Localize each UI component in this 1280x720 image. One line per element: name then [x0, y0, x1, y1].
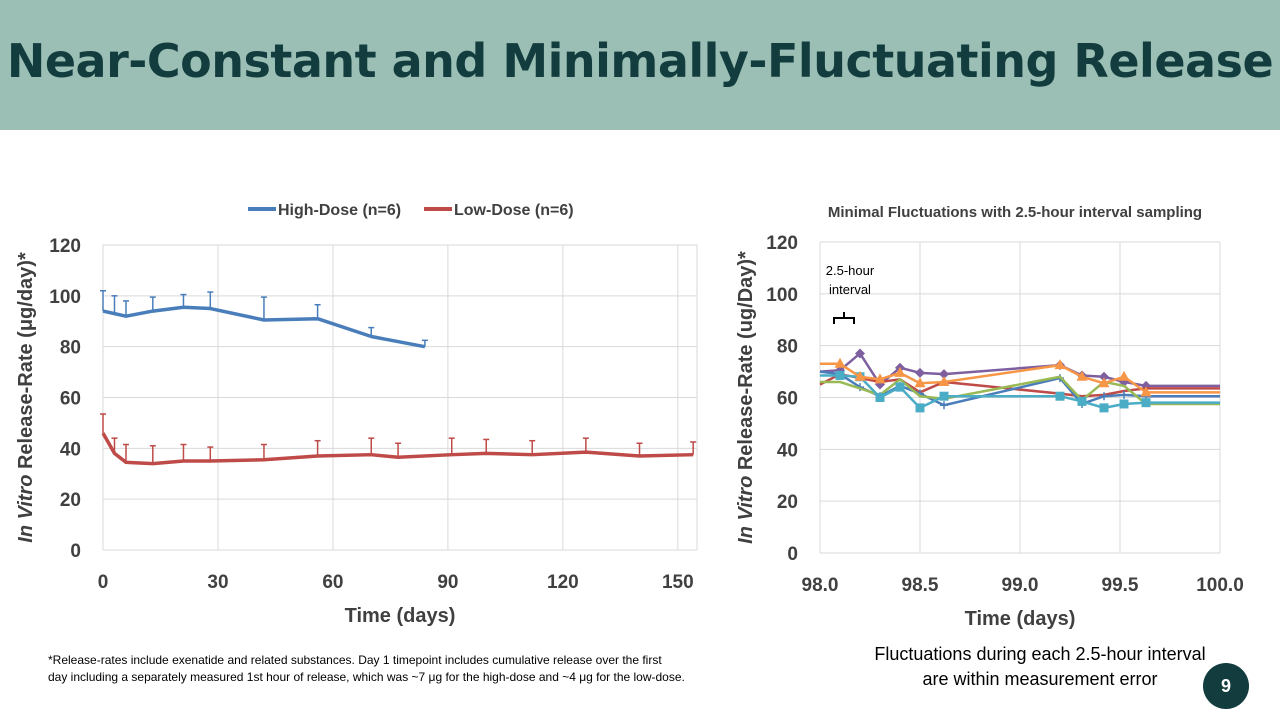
chart1-xtick-label: 30: [207, 572, 228, 593]
sample-5-marker: [1055, 391, 1065, 401]
sample-5-marker: [835, 370, 845, 380]
interval-bracket: [833, 312, 855, 324]
chart1-ytick-label: 60: [60, 389, 81, 410]
chart1-xtick-label: 150: [662, 572, 694, 593]
sample-6-marker: [874, 373, 886, 384]
slide-title: Near-Constant and Minimally-Fluctuating …: [6, 34, 1274, 88]
chart2-x-axis-label: Time (days): [965, 608, 1076, 630]
chart2-xtick-label: 99.5: [1102, 575, 1139, 596]
legend-label-low-dose: Low-Dose (n=6): [454, 202, 574, 219]
chart2-xtick-label: 98.0: [802, 575, 839, 596]
interval-annotation-line-1: 2.5-hour: [826, 263, 875, 278]
chart2-y-axis-label-rest: Release-Rate (ug/Day)*: [735, 251, 757, 476]
footnote-line-2: day including a separately measured 1st …: [48, 670, 685, 684]
high-dose-series-line: [102, 305, 426, 349]
sample-5-marker: [915, 403, 925, 413]
sample-5-marker: [1141, 398, 1151, 408]
chart1-xtick-label: 60: [322, 572, 343, 593]
page-number: 9: [1203, 663, 1249, 709]
sample-3-marker: [1120, 390, 1128, 399]
interval-annotation-line-2: interval: [829, 282, 871, 297]
chart2-ytick-label: 120: [766, 233, 798, 254]
chart1-ytick-label: 120: [49, 236, 81, 257]
sample-5-marker: [1099, 403, 1109, 413]
sample-5-marker: [875, 393, 885, 402]
sample-3-marker: [940, 401, 948, 410]
legend-label-high-dose: High-Dose (n=6): [278, 202, 401, 219]
sample-6-marker: [1140, 386, 1152, 397]
fluctuation-note-line-2: are within measurement error: [922, 669, 1158, 689]
sample-6-marker: [1054, 359, 1066, 370]
chart1-y-axis-label: In Vitro Release-Rate (μg/day)*: [15, 252, 37, 543]
chart2-ytick-label: 60: [777, 389, 798, 410]
chart1-x-axis-label: Time (days): [345, 605, 456, 627]
chart2-y-axis-label-italic: In Vitro: [735, 476, 757, 544]
sample-1-marker: [1099, 371, 1109, 382]
sample-6-marker: [1076, 370, 1088, 381]
chart1-xtick-label: 120: [547, 572, 579, 593]
chart1-xtick-label: 0: [98, 572, 109, 593]
sample-1-marker: [855, 348, 865, 359]
chart1-y-axis-label-italic: In Vitro: [15, 475, 37, 543]
chart1-ytick-label: 40: [60, 439, 81, 460]
footnote: *Release-rates include exenatide and rel…: [48, 652, 748, 686]
sample-6-marker: [1118, 370, 1130, 381]
chart2-xtick-label: 100.0: [1196, 575, 1244, 596]
chart2-y-axis-label: In Vitro Release-Rate (ug/Day)*: [735, 251, 757, 544]
sample-6-marker: [1098, 377, 1110, 388]
fluctuation-note: Fluctuations during each 2.5-hour interv…: [830, 642, 1250, 692]
chart1-ytick-label: 100: [49, 287, 81, 308]
chart1-xtick-label: 90: [437, 572, 458, 593]
sample-6-marker: [938, 375, 950, 386]
sample-5-marker: [939, 391, 949, 401]
chart2-ytick-label: 0: [787, 544, 798, 565]
low-dose-series-line: [101, 432, 694, 466]
chart2-ytick-label: 40: [777, 440, 798, 461]
sample-5-marker: [1077, 396, 1087, 406]
sample-1-marker: [915, 367, 925, 378]
fluctuation-note-line-1: Fluctuations during each 2.5-hour interv…: [874, 644, 1206, 664]
chart2-title: Minimal Fluctuations with 2.5-hour inter…: [828, 204, 1202, 221]
sample-5-marker: [1119, 399, 1129, 409]
sample-6-marker: [894, 366, 906, 377]
chart1-y-axis-label-rest: Release-Rate (μg/day)*: [15, 252, 37, 475]
footnote-line-1: *Release-rates include exenatide and rel…: [48, 653, 662, 667]
sample-5-marker: [895, 382, 905, 392]
fluctuation-chart: 0 20 40 60 80 100 120 98.0 98.5 99.0 99.5 100.0 Time…: [735, 204, 1244, 630]
title-banner: [0, 0, 1280, 130]
sample-6-marker: [914, 377, 926, 388]
chart2-ytick-label: 20: [777, 492, 798, 513]
chart2-xtick-label: 98.5: [902, 575, 939, 596]
chart2-ytick-label: 80: [777, 337, 798, 358]
sample-3-marker: [1100, 392, 1108, 401]
release-rate-chart: 0 20 40 60 80 100 120 0 30 60 90 120 150 Time (days) I…: [15, 202, 698, 627]
sample-6-marker: [854, 370, 866, 381]
chart1-ytick-label: 80: [60, 338, 81, 359]
sample-1-marker: [939, 369, 949, 380]
sample-6-marker: [834, 357, 846, 368]
chart2-xtick-label: 99.0: [1002, 575, 1039, 596]
chart1-ytick-label: 0: [70, 541, 81, 562]
chart2-ytick-label: 100: [766, 285, 798, 306]
chart1-ytick-label: 20: [60, 490, 81, 511]
